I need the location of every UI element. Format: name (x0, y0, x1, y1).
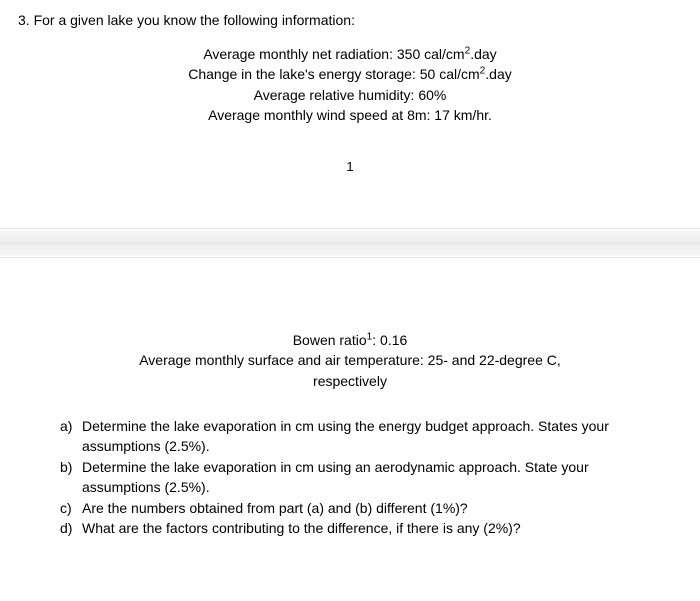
given-line-2: Change in the lake's energy storage: 50 … (20, 64, 680, 84)
sub-text: Are the numbers obtained from part (a) a… (82, 499, 652, 519)
sub-text: Determine the lake evaporation in cm usi… (82, 417, 652, 457)
question-number: 3. (18, 12, 30, 28)
given-lower-line-3: respectively (20, 371, 680, 391)
sub-item-b: b) Determine the lake evaporation in cm … (60, 458, 652, 498)
sub-letter: c) (60, 499, 82, 519)
sub-letter: b) (60, 458, 82, 498)
given-line-4: Average monthly wind speed at 8m: 17 km/… (20, 105, 680, 125)
given-info-upper: Average monthly net radiation: 350 cal/c… (0, 36, 700, 135)
given-line-2-post: .day (485, 66, 511, 82)
sub-item-a: a) Determine the lake evaporation in cm … (60, 417, 652, 457)
sub-text: What are the factors contributing to the… (82, 519, 652, 539)
given-line-2-pre: Change in the lake's energy storage: 50 … (188, 66, 479, 82)
question-header: 3. For a given lake you know the followi… (0, 0, 700, 36)
sub-letter: d) (60, 519, 82, 539)
given-lower-line-1: Bowen ratio1: 0.16 (20, 330, 680, 350)
given-lower-line-1-pre: Bowen ratio (293, 332, 367, 348)
question-prompt: For a given lake you know the following … (34, 12, 355, 28)
sub-item-d: d) What are the factors contributing to … (60, 519, 652, 539)
given-info-lower: Bowen ratio1: 0.16 Average monthly surfa… (0, 258, 700, 409)
given-lower-line-1-post: : 0.16 (372, 332, 407, 348)
given-line-1-pre: Average monthly net radiation: 350 cal/c… (203, 46, 464, 62)
page-number: 1 (0, 135, 700, 184)
page-separator (0, 228, 700, 258)
given-lower-line-2: Average monthly surface and air temperat… (20, 350, 680, 370)
sub-questions: a) Determine the lake evaporation in cm … (0, 409, 700, 539)
given-line-1: Average monthly net radiation: 350 cal/c… (20, 44, 680, 64)
sub-text: Determine the lake evaporation in cm usi… (82, 458, 652, 498)
given-line-3: Average relative humidity: 60% (20, 85, 680, 105)
sub-item-c: c) Are the numbers obtained from part (a… (60, 499, 652, 519)
given-line-1-post: .day (470, 46, 496, 62)
sub-letter: a) (60, 417, 82, 457)
